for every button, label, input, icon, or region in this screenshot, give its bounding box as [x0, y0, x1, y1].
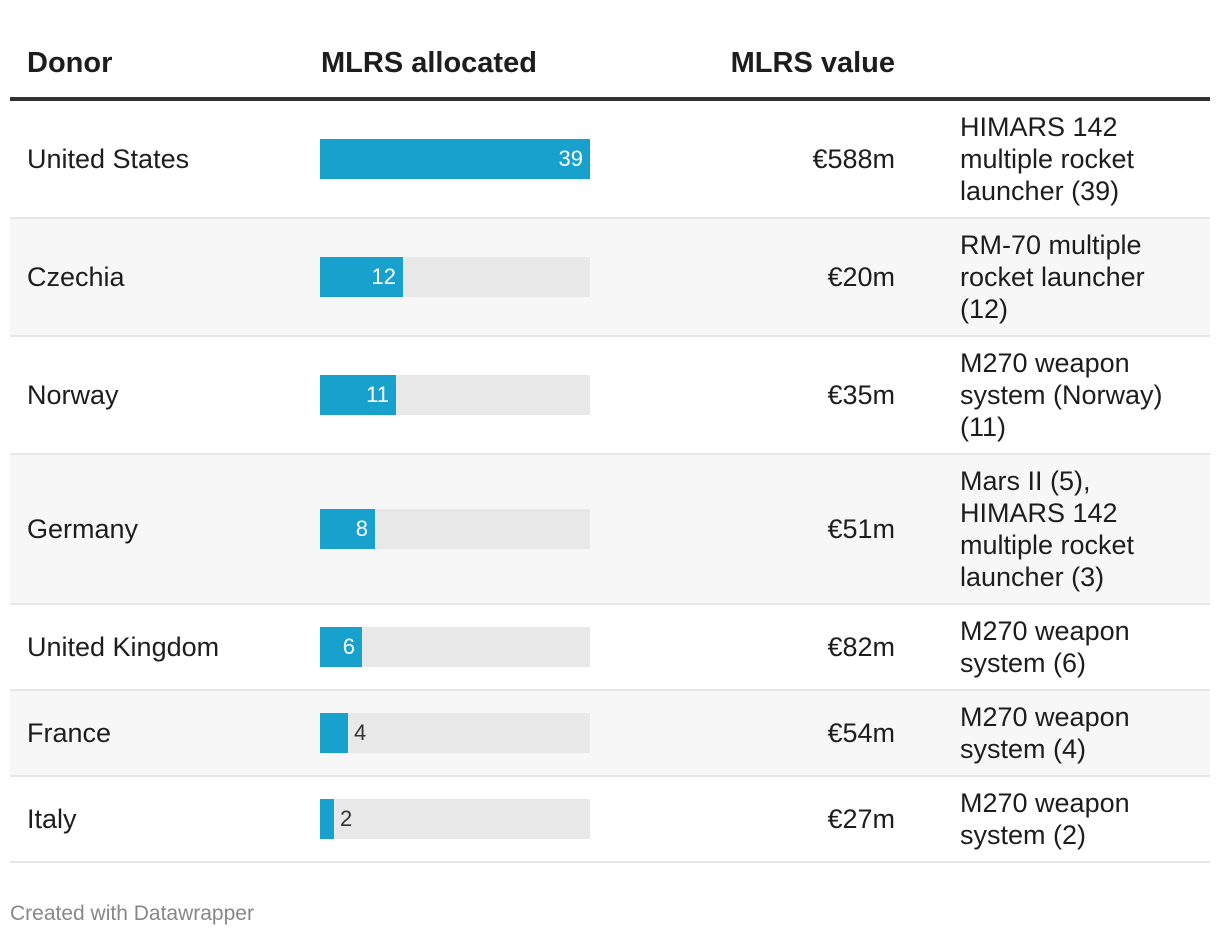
mlrs-value-cell: €51m: [827, 514, 895, 544]
description-cell: M270 weapon system (Norway) (11): [960, 348, 1163, 442]
bar-track: 8: [320, 509, 590, 549]
table-row: Germany 8 €51m Mars II (5), HIMARS 142 mult…: [10, 455, 1210, 605]
bar-fill: [320, 509, 375, 549]
mlrs-value-cell: €588m: [812, 144, 895, 174]
bar-track: 6: [320, 627, 590, 667]
footer-credit: Created with Datawrapper: [10, 902, 254, 925]
donor-cell: Norway: [27, 380, 119, 410]
mlrs-value-cell: €35m: [827, 380, 895, 410]
header-donor: Donor: [27, 47, 113, 79]
table-row: United States 39 €588m HIMARS 142 multiple …: [10, 101, 1210, 219]
table-row: Italy 2 €27m M270 weapon system (2): [10, 777, 1210, 863]
description-cell: HIMARS 142 multiple rocket launcher (39): [960, 112, 1135, 206]
table-row: Norway 11 €35m M270 weapon system (Norway) …: [10, 337, 1210, 455]
donor-cell: United States: [27, 144, 190, 174]
mlrs-value-cell: €27m: [827, 804, 895, 834]
description-cell: M270 weapon system (6): [960, 616, 1130, 678]
header-mlrs-value: MLRS value: [730, 47, 895, 79]
bar-value-label: 2: [340, 806, 353, 831]
bar-fill: [320, 139, 590, 179]
table-header: Donor MLRS allocated MLRS value: [10, 0, 1210, 101]
bar-value-label: 8: [355, 516, 368, 541]
header-mlrs-allocated: MLRS allocated: [321, 47, 537, 79]
bar-fill: [320, 257, 403, 297]
bar-fill: [320, 799, 334, 839]
bar-fill: [320, 713, 348, 753]
table-row: United Kingdom 6 €82m M270 weapon system (6…: [10, 605, 1210, 691]
bar-value-label: 11: [366, 382, 389, 407]
mlrs-value-cell: €82m: [827, 632, 895, 662]
bar-fill: [320, 375, 396, 415]
donor-cell: France: [27, 718, 112, 748]
bar-track: 39: [320, 139, 590, 179]
mlrs-value-cell: €20m: [827, 262, 895, 292]
donor-cell: Italy: [27, 804, 77, 834]
mlrs-value-cell: €54m: [827, 718, 895, 748]
description-cell: M270 weapon system (2): [960, 788, 1130, 850]
bar-value-label: 4: [354, 720, 367, 745]
description-cell: M270 weapon system (4): [960, 702, 1130, 764]
bar-fill: [320, 627, 362, 667]
bar-value-label: 39: [558, 146, 583, 171]
table-row: France 4 €54m M270 weapon system (4): [10, 691, 1210, 777]
table-body: United States 39 €588m HIMARS 142 multiple …: [10, 101, 1210, 863]
donor-cell: Czechia: [27, 262, 125, 292]
data-table: Donor MLRS allocated MLRS value United S…: [10, 0, 1210, 863]
donor-cell: Germany: [27, 514, 139, 544]
description-cell: RM-70 multiple rocket launcher (12): [960, 230, 1145, 324]
bar-track: 11: [320, 375, 590, 415]
bar-value-label: 12: [371, 264, 396, 289]
bar-track: 2: [320, 799, 590, 839]
table-row: Czechia 12 €20m RM-70 multiple rocket launc…: [10, 219, 1210, 337]
donor-cell: United Kingdom: [27, 632, 220, 662]
bar-track: 4: [320, 713, 590, 753]
bar-value-label: 6: [342, 634, 355, 659]
bar-track: 12: [320, 257, 590, 297]
description-cell: Mars II (5), HIMARS 142 multiple rocket …: [960, 466, 1135, 592]
